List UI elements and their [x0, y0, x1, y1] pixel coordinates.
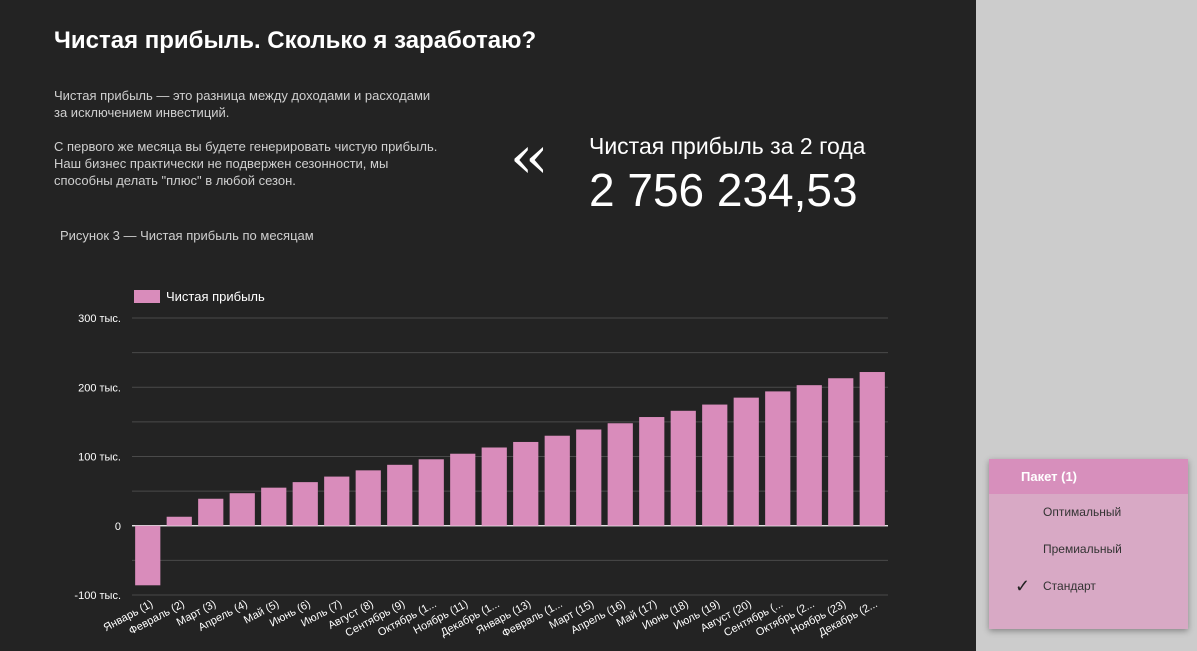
main-panel: Чистая прибыль. Сколько я заработаю? Чис…	[0, 0, 976, 651]
legend-label: Чистая прибыль	[166, 289, 265, 304]
bar[interactable]	[513, 441, 539, 526]
option-label: Премиальный	[1043, 542, 1122, 556]
option-optimal[interactable]: Оптимальный	[989, 494, 1188, 531]
y-tick-label: 200 тыс.	[78, 382, 121, 394]
description-paragraph-1: Чистая прибыль — это разница между доход…	[54, 88, 431, 120]
kpi-label: Чистая прибыль за 2 года	[589, 133, 866, 159]
y-tick-label: -100 тыс.	[74, 590, 121, 602]
bar[interactable]	[702, 404, 728, 526]
description-paragraph-2: С первого же месяца вы будете генерирова…	[54, 139, 438, 188]
chart-x-axis: Январь (1)Февраль (2)Март (3)Апрель (4)М…	[102, 598, 880, 640]
bar[interactable]	[166, 516, 192, 526]
bar[interactable]	[828, 378, 854, 526]
net-profit-bar-chart: 300 тыс. 200 тыс. 100 тыс. 0 -100 тыс. Январ…	[74, 289, 888, 640]
bar[interactable]	[418, 459, 444, 526]
page-title: Чистая прибыль. Сколько я заработаю?	[54, 27, 537, 54]
package-filter-dropdown[interactable]: Пакет (1) Оптимальный Премиальный ✓ Стан…	[989, 459, 1188, 629]
option-label: Стандарт	[1043, 579, 1096, 593]
bar[interactable]	[733, 397, 759, 526]
kpi-value: 2 756 234,53	[589, 164, 858, 216]
bar[interactable]	[765, 391, 791, 526]
option-standard[interactable]: ✓ Стандарт	[989, 568, 1188, 605]
bar[interactable]	[261, 487, 287, 526]
bar[interactable]	[859, 372, 885, 526]
chart-y-axis: 300 тыс. 200 тыс. 100 тыс. 0 -100 тыс.	[74, 313, 121, 602]
bar[interactable]	[639, 417, 665, 526]
bar[interactable]	[135, 525, 161, 586]
y-tick-label: 100 тыс.	[78, 452, 121, 464]
chart-legend: Чистая прибыль	[134, 289, 265, 304]
y-tick-label: 0	[115, 521, 121, 533]
bar[interactable]	[387, 464, 413, 526]
chart-bars	[135, 372, 885, 586]
chart-caption: Рисунок 3 — Чистая прибыль по месяцам	[60, 228, 314, 243]
bar[interactable]	[450, 453, 476, 526]
bar[interactable]	[355, 470, 381, 526]
bar[interactable]	[198, 498, 224, 526]
dropdown-header[interactable]: Пакет (1)	[989, 459, 1188, 494]
bar[interactable]	[324, 476, 350, 526]
bar[interactable]	[796, 385, 822, 526]
bar[interactable]	[576, 429, 602, 526]
y-tick-label: 300 тыс.	[78, 313, 121, 325]
check-icon: ✓	[1015, 576, 1031, 596]
legend-swatch	[134, 290, 160, 303]
option-label: Оптимальный	[1043, 505, 1122, 519]
option-premium[interactable]: Премиальный	[989, 531, 1188, 568]
bar[interactable]	[229, 493, 255, 526]
bar[interactable]	[481, 447, 507, 526]
chart-grid	[132, 317, 888, 596]
bar[interactable]	[670, 410, 696, 526]
bar[interactable]	[607, 423, 633, 526]
bar[interactable]	[544, 435, 570, 526]
bar[interactable]	[292, 482, 318, 526]
